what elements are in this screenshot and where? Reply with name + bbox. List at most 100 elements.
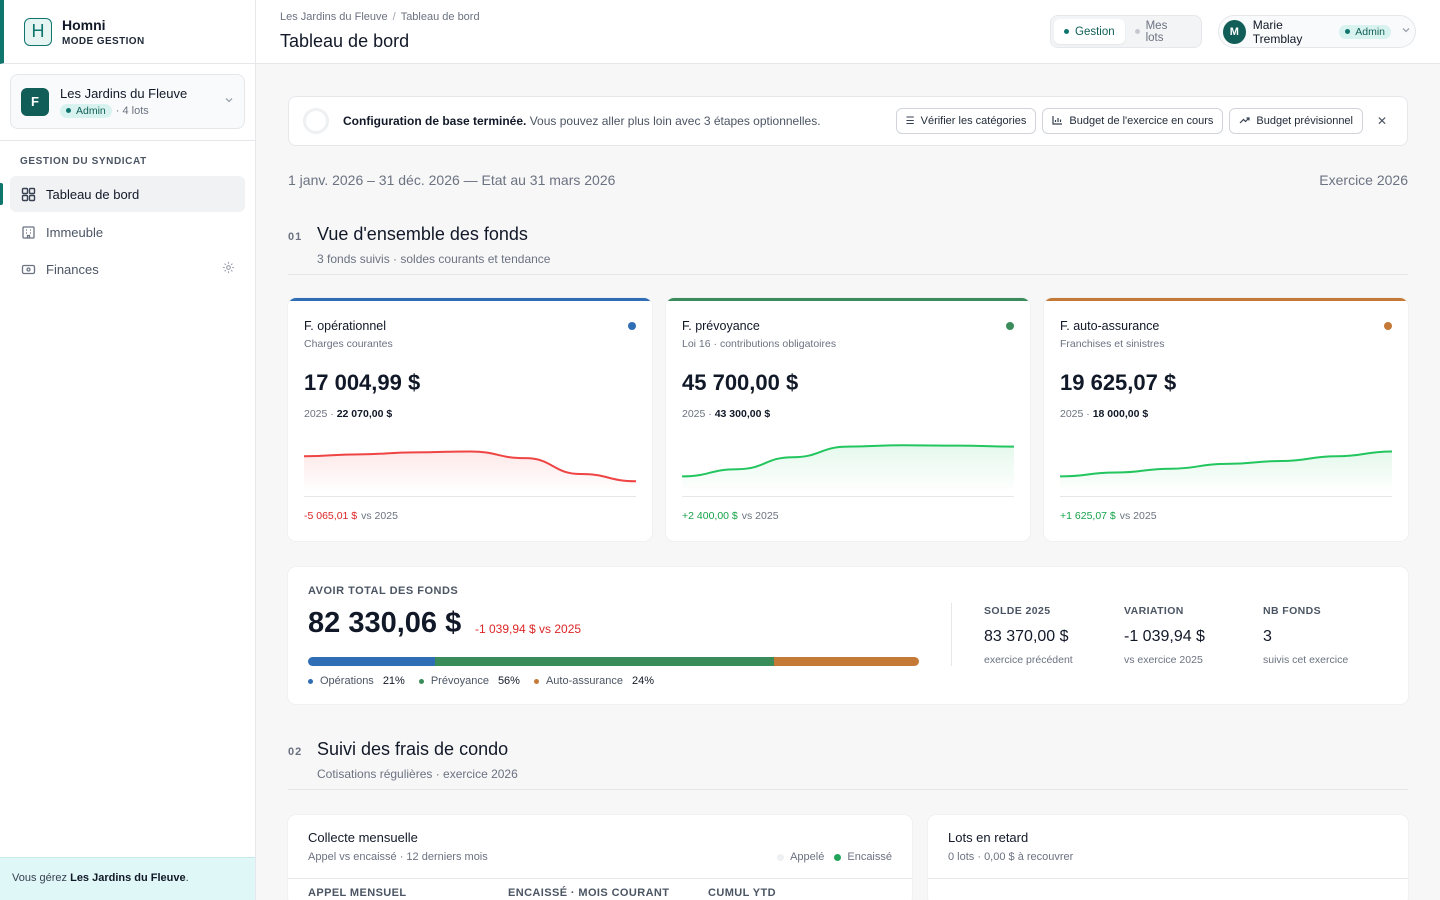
list-check-icon: ☰ bbox=[905, 115, 915, 127]
breadcrumb-item-org[interactable]: Les Jardins du Fleuve bbox=[280, 11, 388, 23]
fund-previous-balance: 2025 · 43 300,00 $ bbox=[682, 408, 771, 420]
organization-switcher[interactable]: F Les Jardins du Fleuve Admin · 4 lots bbox=[10, 74, 245, 129]
total-delta: -1 039,94 $ vs 2025 bbox=[475, 622, 582, 636]
sparkline-line bbox=[1060, 450, 1392, 478]
fund-card[interactable]: F. prévoyance Loi 16 · contributions obli… bbox=[666, 298, 1030, 541]
mode-gestion-button[interactable]: Gestion bbox=[1054, 19, 1125, 44]
period-range: 1 janv. 2026 – 31 déc. 2026 — Etat au 31… bbox=[288, 172, 616, 188]
fund-delta: -5 065,01 $ vs 2025 bbox=[304, 510, 398, 522]
role-badge: Admin bbox=[60, 103, 112, 118]
gear-icon[interactable] bbox=[222, 261, 235, 277]
sidebar-item-label: Immeuble bbox=[46, 224, 104, 240]
collection-columns: APPEL MENSUEL ENCAISSÉ · MOIS COURANT CU… bbox=[308, 887, 908, 899]
brand-name: Homni bbox=[62, 16, 106, 33]
section-title: Vue d'ensemble des fonds bbox=[317, 224, 528, 244]
role-badge: Admin bbox=[1339, 24, 1391, 39]
fund-color-dot bbox=[628, 322, 636, 330]
chevron-down-icon bbox=[224, 95, 234, 108]
section-funds-header: 01 Vue d'ensemble des fonds 3 fonds suiv… bbox=[288, 224, 1408, 275]
dashboard-icon bbox=[20, 186, 36, 202]
current-budget-button[interactable]: Budget de l'exercice en cours bbox=[1042, 108, 1224, 134]
user-name: Marie Tremblay bbox=[1252, 17, 1303, 46]
legend-item-appele: Appelé bbox=[777, 851, 824, 863]
sidebar-item-dashboard[interactable]: Tableau de bord bbox=[0, 176, 245, 212]
fund-description: Charges courantes bbox=[304, 338, 393, 350]
total-amount: 82 330,06 $ bbox=[308, 607, 462, 639]
section-number: 02 bbox=[288, 746, 303, 758]
page-title: Tableau de bord bbox=[280, 31, 410, 51]
forecast-budget-button[interactable]: Budget prévisionnel bbox=[1229, 108, 1363, 134]
brand[interactable]: H Homni MODE GESTION bbox=[0, 0, 255, 64]
sidebar-item-immeuble[interactable]: Immeuble bbox=[10, 214, 245, 250]
top-header: Les Jardins du Fleuve / Tableau de bord Ta… bbox=[256, 0, 1440, 64]
legend-item: Prévoyance 56% bbox=[418, 675, 520, 687]
main-content: Configuration de base terminée. Vous pou… bbox=[288, 64, 1408, 900]
building-icon bbox=[20, 224, 36, 240]
fund-balance: 45 700,00 $ bbox=[682, 370, 799, 395]
section-subtitle: 3 fonds suivis · soldes courants et tend… bbox=[317, 252, 551, 266]
chart-legend: Appelé Encaissé bbox=[767, 851, 892, 863]
fund-card[interactable]: F. auto-assurance Franchises et sinistres… bbox=[1044, 298, 1408, 541]
lot-count: · 4 lots bbox=[115, 104, 149, 117]
brand-logo: H bbox=[24, 17, 52, 46]
fund-sparkline bbox=[1060, 450, 1392, 492]
wallet-icon bbox=[20, 261, 36, 277]
close-icon[interactable]: ✕ bbox=[1376, 114, 1388, 128]
stat-nb-fonds: NB FONDS 3 suivis cet exercice bbox=[1263, 605, 1349, 666]
fund-description: Loi 16 · contributions obligatoires bbox=[682, 338, 837, 350]
legend-item: Opérations 21% bbox=[308, 675, 405, 687]
column-header: APPEL MENSUEL bbox=[308, 887, 407, 899]
section-condo-fees-header: 02 Suivi des frais de condo Cotisations … bbox=[288, 739, 1408, 790]
distribution-segment bbox=[435, 657, 774, 666]
legend-item: Auto-assurance 24% bbox=[533, 675, 654, 687]
fund-name: F. auto-assurance bbox=[1060, 319, 1160, 333]
fund-card[interactable]: F. opérationnel Charges courantes 17 004,9… bbox=[288, 298, 652, 541]
organization-name: Les Jardins du Fleuve bbox=[60, 85, 188, 101]
sparkline-area bbox=[304, 451, 636, 492]
fund-balance: 19 625,07 $ bbox=[1060, 370, 1177, 395]
fund-sparkline bbox=[682, 444, 1014, 492]
total-funds-card: AVOIR TOTAL DES FONDS 82 330,06 $ -1 039… bbox=[288, 567, 1408, 704]
fund-color-dot bbox=[1006, 322, 1014, 330]
fund-delta: +1 625,07 $ vs 2025 bbox=[1060, 510, 1157, 522]
fund-name: F. opérationnel bbox=[304, 319, 387, 333]
fund-distribution-bar bbox=[308, 657, 919, 666]
setup-banner: Configuration de base terminée. Vous pou… bbox=[288, 96, 1408, 146]
fund-name: F. prévoyance bbox=[682, 319, 760, 333]
mode-mes-lots-button[interactable]: Mes lots bbox=[1125, 19, 1198, 44]
section-subtitle: Cotisations régulières · exercice 2026 bbox=[317, 767, 518, 781]
section-number: 01 bbox=[288, 231, 303, 243]
sidebar-item-label: Finances bbox=[46, 261, 99, 277]
sidebar: H Homni MODE GESTION F Les Jardins du Fl… bbox=[0, 0, 256, 900]
total-label: AVOIR TOTAL DES FONDS bbox=[308, 585, 459, 597]
fund-previous-balance: 2025 · 22 070,00 $ bbox=[304, 408, 393, 420]
fund-previous-balance: 2025 · 18 000,00 $ bbox=[1060, 408, 1149, 420]
sidebar-item-finances[interactable]: Finances bbox=[10, 251, 245, 287]
mode-toggle: Gestion Mes lots bbox=[1050, 15, 1202, 48]
organization-avatar: F bbox=[21, 87, 49, 116]
breadcrumb: Les Jardins du Fleuve / Tableau de bord bbox=[280, 11, 480, 23]
column-header: CUMUL YTD bbox=[708, 887, 776, 899]
monthly-collection-card: Collecte mensuelle Appel vs encaissé · 1… bbox=[288, 815, 912, 900]
stat-variation: VARIATION -1 039,94 $ vs exercice 2025 bbox=[1124, 605, 1205, 666]
card-subtitle: 0 lots · 0,00 $ à recouvrer bbox=[948, 851, 1074, 863]
trend-up-icon bbox=[1239, 115, 1250, 128]
avatar: M bbox=[1223, 19, 1246, 44]
managing-org-note: Vous gérez Les Jardins du Fleuve. bbox=[0, 857, 255, 900]
stat-solde-2025: SOLDE 2025 83 370,00 $ exercice précéden… bbox=[984, 605, 1073, 666]
legend-item-encaisse: Encaissé bbox=[834, 851, 892, 863]
verify-categories-button[interactable]: ☰ Vérifier les catégories bbox=[895, 108, 1037, 134]
distribution-segment bbox=[773, 657, 919, 666]
fund-color-dot bbox=[1384, 322, 1392, 330]
fund-sparkline bbox=[304, 450, 636, 492]
sidebar-section-title: GESTION DU SYNDICAT bbox=[20, 156, 147, 167]
distribution-segment bbox=[308, 657, 436, 666]
fund-balance: 17 004,99 $ bbox=[304, 370, 421, 395]
fund-distribution-legend: Opérations 21% Prévoyance 56% Auto-assurance… bbox=[308, 675, 668, 687]
user-menu[interactable]: M Marie Tremblay Admin bbox=[1218, 15, 1416, 48]
fund-description: Franchises et sinistres bbox=[1060, 338, 1165, 350]
banner-message: Configuration de base terminée. Vous pou… bbox=[343, 114, 821, 128]
progress-ring-icon bbox=[303, 108, 329, 134]
section-title: Suivi des frais de condo bbox=[317, 739, 509, 759]
sparkline-area bbox=[682, 445, 1014, 492]
